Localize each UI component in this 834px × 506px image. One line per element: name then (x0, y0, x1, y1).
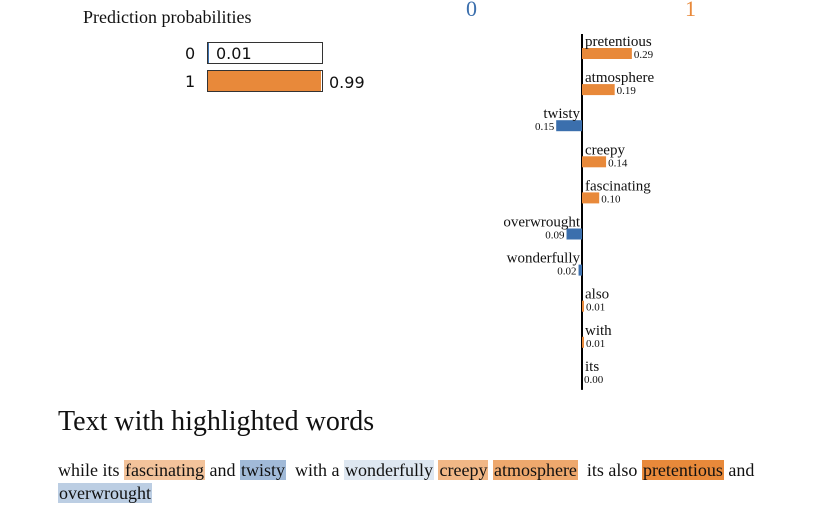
feature-value-its: 0.00 (584, 374, 604, 386)
feature-value-overwrought: 0.09 (545, 230, 565, 242)
feature-label-fascinating: fascinating (585, 178, 651, 194)
bar-with (582, 336, 584, 348)
proba-class-label-1: 1 (185, 72, 196, 91)
highlight-atmosphere: atmosphere (492, 460, 578, 480)
proba-bar-1 (208, 71, 321, 91)
proba-bar-frame-0: 0.01 (207, 42, 323, 64)
text-segment: and (204, 460, 240, 480)
bar-also (582, 300, 584, 312)
feature-value-fascinating: 0.10 (601, 193, 621, 205)
proba-bar-frame-1 (207, 70, 323, 92)
highlighted-text: while its fascinating and twisty with a … (58, 459, 828, 505)
class-label-negative: 0 (466, 0, 477, 21)
proba-bar-0 (208, 43, 210, 63)
feature-value-with: 0.01 (586, 338, 605, 350)
feature-label-also: also (585, 287, 609, 303)
feature-label-with: with (585, 323, 612, 339)
feature-value-wonderfully: 0.02 (557, 266, 576, 278)
feature-value-atmosphere: 0.19 (617, 85, 637, 97)
feature-label-its: its (585, 359, 599, 375)
feature-value-also: 0.01 (586, 302, 605, 314)
bar-pretentious (582, 48, 632, 59)
highlight-creepy: creepy (438, 460, 489, 480)
highlight-pretentious: pretentious (641, 460, 724, 480)
proba-value-0: 0.01 (216, 44, 252, 63)
proba-value-1: 0.99 (329, 73, 365, 92)
feature-value-creepy: 0.14 (608, 157, 628, 169)
text-segment: with a (286, 460, 344, 480)
bar-fascinating (582, 192, 600, 204)
feature-label-pretentious: pretentious (585, 34, 652, 50)
bar-atmosphere (582, 84, 615, 96)
text-panel-title: Text with highlighted words (58, 406, 375, 437)
text-segment: while its (58, 460, 124, 480)
feature-label-creepy: creepy (585, 142, 625, 158)
highlight-fascinating: fascinating (124, 460, 205, 480)
feature-label-wonderfully: wonderfully (507, 251, 581, 267)
highlight-overwrought: overwrought (58, 483, 152, 503)
class-label-positive: 1 (685, 0, 696, 21)
feature-value-twisty: 0.15 (535, 121, 555, 133)
bar-overwrought (566, 228, 582, 240)
bar-creepy (582, 156, 607, 168)
prediction-probabilities-title: Prediction probabilities (83, 7, 252, 27)
feature-value-pretentious: 0.29 (634, 49, 654, 61)
text-segment: and (723, 460, 759, 480)
bar-twisty (556, 120, 582, 132)
feature-label-overwrought: overwrought (503, 215, 580, 231)
highlight-twisty: twisty (239, 460, 286, 480)
feature-label-atmosphere: atmosphere (585, 70, 654, 86)
proba-class-label-0: 0 (185, 44, 196, 63)
text-segment: its also (577, 460, 642, 480)
feature-label-twisty: twisty (543, 106, 580, 122)
bar-wonderfully (578, 264, 582, 276)
highlight-wonderfully: wonderfully (344, 460, 434, 480)
